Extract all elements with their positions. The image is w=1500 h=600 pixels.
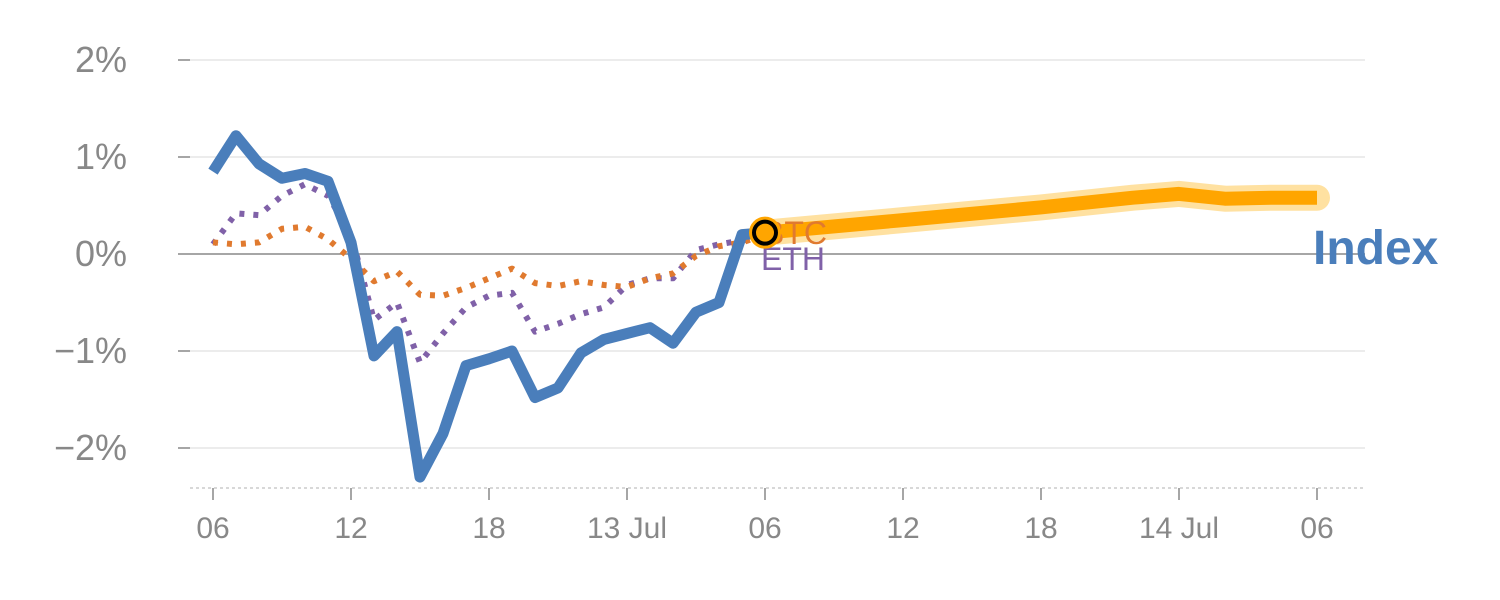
x-tick-label: 14 Jul xyxy=(1139,512,1219,545)
y-tick-label: 0% xyxy=(75,233,127,274)
x-tick-label: 06 xyxy=(1300,512,1333,545)
index-line xyxy=(208,130,766,483)
y-tick-label: 2% xyxy=(75,39,127,80)
current-point-marker xyxy=(749,216,781,249)
x-tick-label: 12 xyxy=(334,512,367,545)
eth-line xyxy=(210,181,766,366)
btc-line xyxy=(212,223,766,299)
axes: 2% 1% 0% −1% −2% 06 12 18 13 Jul 06 12 18 14 Jul 06 xyxy=(54,39,1365,545)
marker-dot xyxy=(752,219,778,246)
series-lines xyxy=(208,130,1330,483)
x-tick-label: 12 xyxy=(886,512,919,545)
x-tick-label: 13 Jul xyxy=(587,512,667,545)
x-tick-label: 18 xyxy=(472,512,505,545)
x-tick-label: 06 xyxy=(196,512,229,545)
y-tick-label: −2% xyxy=(54,427,127,468)
y-tick-label: −1% xyxy=(54,330,127,371)
x-tick-label: 18 xyxy=(1024,512,1057,545)
x-tick-label: 06 xyxy=(748,512,781,545)
index-label: Index xyxy=(1313,222,1439,275)
forecast-line xyxy=(764,186,1317,240)
y-tick-label: 1% xyxy=(75,136,127,177)
